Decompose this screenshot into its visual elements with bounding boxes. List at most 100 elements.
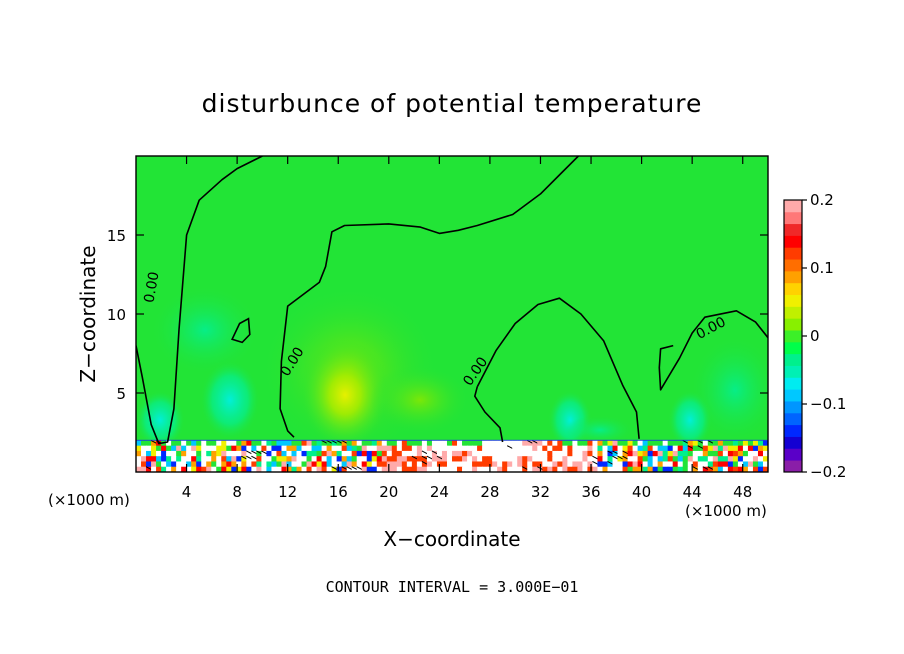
surface-cell [266,450,273,457]
surface-cell [612,456,619,463]
surface-cell [151,450,157,457]
surface-cell [301,461,308,468]
surface-cell [416,456,423,463]
surface-cell [226,466,232,472]
surface-cell [462,440,468,447]
surface-cell [281,461,288,468]
surface-cell [221,456,227,463]
surface-cell [592,461,599,468]
surface-cell [572,440,578,447]
surface-cell [522,445,528,452]
chart-title: disturbunce of potential temperature [202,89,703,118]
surface-cell [226,461,232,468]
surface-cell [201,456,207,463]
surface-cell [747,440,754,447]
surface-cell [752,461,759,468]
surface-cell [321,440,328,447]
surface-cell [346,466,353,472]
surface-cell [186,440,192,447]
surface-cell [286,450,293,457]
surface-cell [747,445,754,452]
surface-cell [161,466,167,472]
surface-cell [406,445,413,452]
surface-cell [431,440,438,447]
surface-cell [261,450,268,457]
surface-cell [542,466,548,472]
surface-cell [256,445,262,452]
surface-cell [346,445,353,452]
surface-cell [266,445,273,452]
surface-cell [507,461,513,468]
surface-cell [732,456,739,463]
surface-cell [517,456,523,463]
surface-cell [542,461,548,468]
surface-cell [331,445,338,452]
surface-cell [552,440,558,447]
surface-cell [682,461,689,468]
surface-cell [196,450,202,457]
surface-cell [602,466,609,472]
surface-cell [391,450,398,457]
surface-cell [311,450,318,457]
surface-cell [732,466,739,472]
surface-cell [747,461,754,468]
surface-cell [446,450,453,457]
surface-cell [647,445,654,452]
surface-cell [431,445,438,452]
surface-cell [482,440,488,447]
surface-cell [627,445,634,452]
surface-cell [557,466,563,472]
surface-cell [431,461,438,468]
surface-cell [231,450,237,457]
surface-cell [612,450,619,457]
surface-cell [196,456,202,463]
surface-cell [677,450,684,457]
surface-cell [156,450,162,457]
x-tick-label: 12 [278,483,297,501]
surface-cell [497,466,503,472]
surface-cell [497,456,503,463]
surface-cell [336,461,343,468]
surface-cell [592,456,599,463]
surface-cell [757,461,764,468]
surface-cell [552,466,558,472]
surface-cell [757,440,764,447]
surface-cell [221,461,227,468]
surface-cell [602,450,609,457]
surface-cell [381,466,388,472]
surface-cell [592,466,599,472]
surface-cell [356,466,363,472]
surface-cell [251,461,257,468]
surface-cell [226,440,232,447]
surface-cell [457,461,463,468]
surface-cell [627,440,634,447]
surface-cell [567,445,573,452]
surface-cell [757,450,764,457]
surface-cell [692,450,699,457]
surface-cell [361,466,368,472]
colorbar-swatch [784,377,802,390]
surface-cell [246,466,252,472]
surface-cell [186,456,192,463]
surface-cell [707,461,714,468]
surface-cell [637,440,644,447]
surface-cell [537,445,543,452]
surface-cell [517,466,523,472]
surface-cell [632,456,639,463]
surface-cell [271,461,278,468]
surface-cell [196,461,202,468]
surface-cell [446,466,453,472]
surface-cell [376,466,383,472]
surface-cell [717,450,724,457]
surface-cell [396,440,403,447]
surface-cell [597,456,604,463]
surface-cell [722,461,729,468]
surface-cell [306,445,313,452]
colorbar-tick-label: 0 [810,327,820,345]
colorbar-swatch [784,341,802,355]
surface-cell [181,466,187,472]
surface-cell [557,450,563,457]
surface-cell [452,461,458,468]
surface-cell [446,440,453,447]
surface-cell [557,445,563,452]
